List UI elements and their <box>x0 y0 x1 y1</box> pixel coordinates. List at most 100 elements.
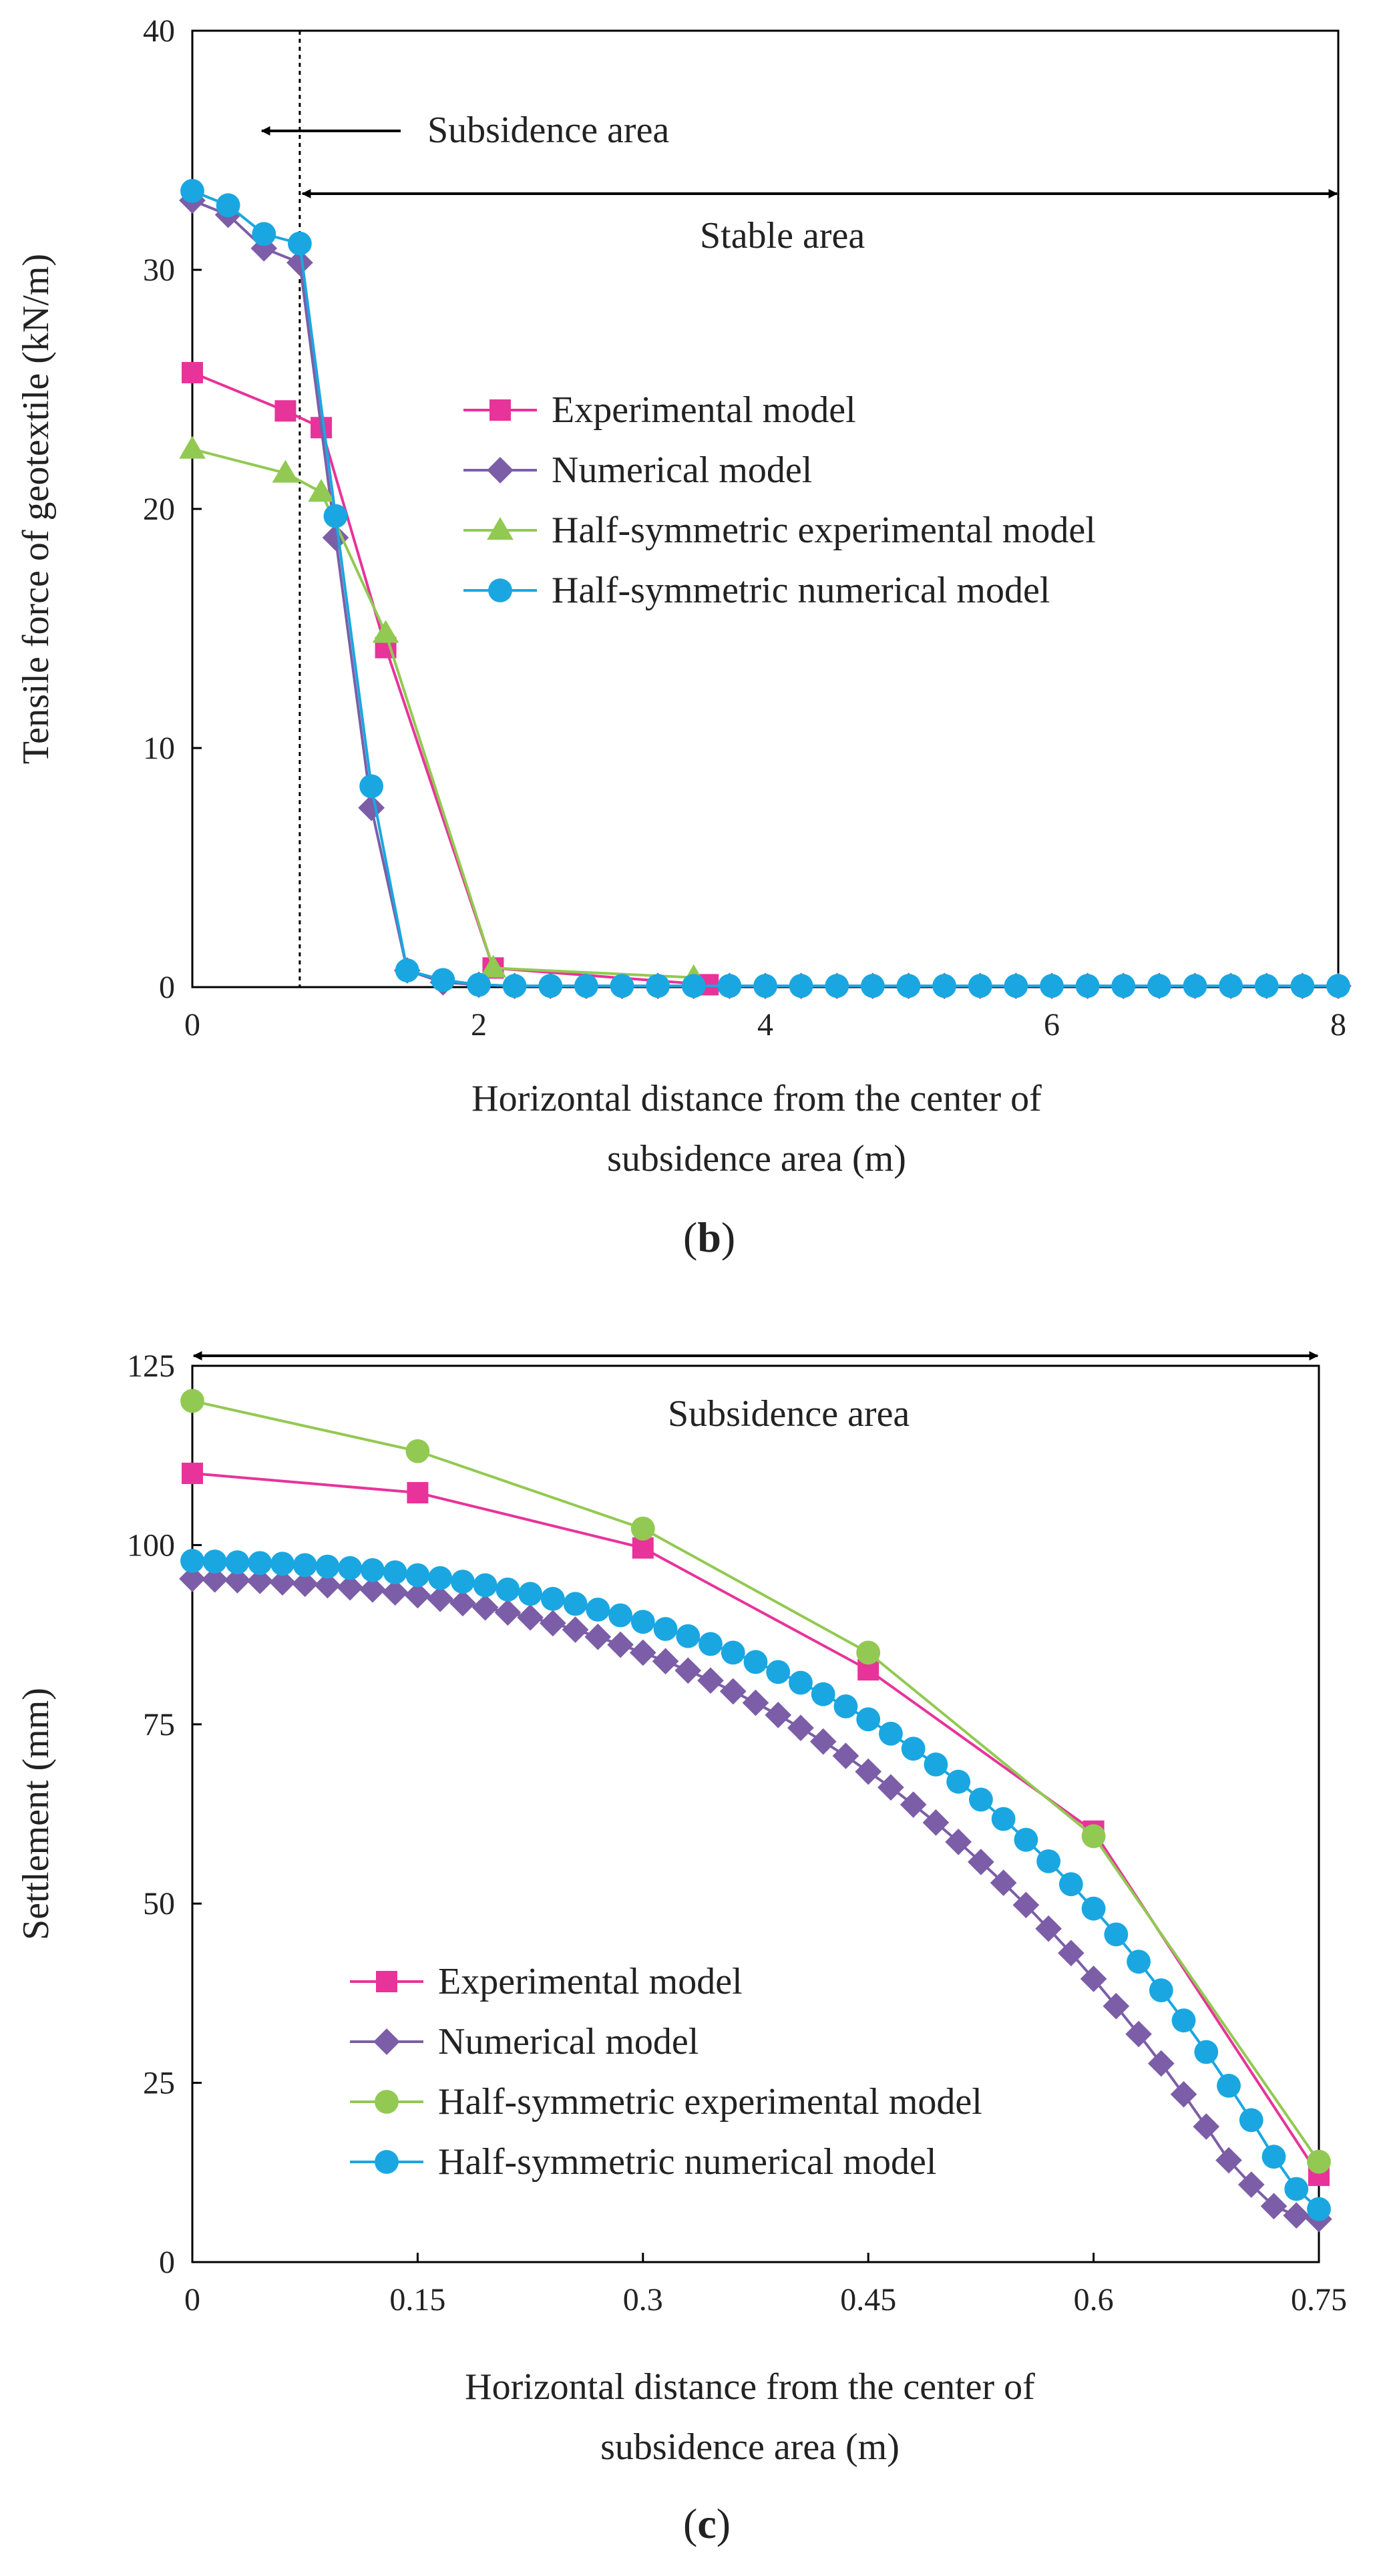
data-point <box>1104 1922 1129 1947</box>
x-axis-title-b-line2: subsidence area (m) <box>607 1138 906 1179</box>
data-point <box>270 1551 294 1576</box>
data-point <box>1149 1978 1173 2003</box>
data-point <box>1307 2149 1331 2174</box>
series-line <box>192 1472 1320 2177</box>
data-point <box>179 435 206 459</box>
data-point <box>742 1689 769 1716</box>
data-point <box>467 972 491 997</box>
data-point <box>395 958 419 982</box>
series-line <box>192 1399 1320 2163</box>
data-point <box>381 1579 409 1606</box>
y-tick-label: 100 <box>127 1527 175 1563</box>
data-point <box>405 1439 430 1463</box>
data-point <box>1261 2145 1286 2169</box>
series-half-symmetric-numerical-model <box>180 1549 1331 2221</box>
panel-label-letter: c <box>697 2500 716 2547</box>
stable-area-annotation: Stable area <box>700 215 865 256</box>
y-tick-label: 0 <box>159 2245 175 2280</box>
data-point <box>630 1610 655 1634</box>
data-point <box>681 974 706 998</box>
legend-item-numerical: Numerical model <box>350 2021 699 2062</box>
data-point <box>450 1570 475 1594</box>
legend-marker <box>375 2150 399 2174</box>
data-point <box>272 459 299 483</box>
data-point <box>308 479 335 502</box>
data-point <box>586 1598 610 1622</box>
data-point <box>407 1482 429 1504</box>
y-tick-label: 75 <box>143 1707 175 1742</box>
legend-marker <box>487 457 514 484</box>
data-point <box>1170 2080 1197 2108</box>
data-point <box>990 1869 1017 1896</box>
data-point <box>404 1582 431 1609</box>
series-group-b <box>179 178 1352 1000</box>
data-point <box>924 1753 948 1777</box>
data-point <box>717 974 742 998</box>
data-point <box>479 954 507 978</box>
panel-label-c: (c) <box>683 2500 731 2547</box>
chart-panel-c: 0 25 50 75 100 125 0 0.15 0.3 0.45 0.6 0.75 Subsid… <box>15 1348 1347 2547</box>
y-tick-label: 25 <box>143 2066 175 2101</box>
x-tick-label: 0 <box>184 1007 200 1043</box>
data-point <box>1239 2108 1263 2133</box>
data-point <box>584 1623 612 1650</box>
data-point <box>632 1537 654 1559</box>
data-point <box>766 1660 791 1684</box>
data-point <box>502 974 527 998</box>
x-tick-label: 6 <box>1044 1007 1060 1043</box>
data-point <box>1004 974 1028 998</box>
y-tick-label: 125 <box>127 1348 175 1384</box>
legend-item-experimental: Experimental model <box>463 389 856 431</box>
data-point <box>699 1632 723 1656</box>
data-point <box>1217 2073 1241 2098</box>
data-point <box>1080 1966 1107 1992</box>
data-point <box>179 1566 206 1592</box>
y-tick-label: 20 <box>143 492 175 527</box>
data-point <box>1040 974 1064 998</box>
data-point <box>322 524 349 551</box>
data-point <box>182 361 203 383</box>
data-point <box>1036 1849 1061 1873</box>
x-axis-title-b-line1: Horizontal distance from the center of <box>471 1078 1042 1119</box>
y-tick-label: 50 <box>143 1886 175 1921</box>
data-point <box>610 974 634 998</box>
data-point <box>337 1574 364 1601</box>
data-point <box>1147 974 1171 998</box>
series-half-symmetric-numerical-model <box>180 178 1350 998</box>
y-tick-label: 30 <box>143 252 175 288</box>
data-point <box>540 1610 566 1637</box>
legend-label: Half-symmetric numerical model <box>552 570 1050 611</box>
data-point <box>607 1631 634 1658</box>
legend-label: Half-symmetric experimental model <box>552 510 1096 551</box>
data-point <box>697 1667 724 1694</box>
subsidence-area-annotation-c: Subsidence area <box>668 1393 910 1435</box>
data-point <box>359 1576 386 1603</box>
y-axis-title-b: Tensile force of geotextile (kN/m) <box>15 254 57 764</box>
data-point <box>431 968 455 992</box>
data-point <box>1284 2177 1309 2201</box>
data-point <box>1254 974 1279 998</box>
data-point <box>471 1594 499 1621</box>
data-point <box>518 1582 543 1606</box>
panel-label-b: (b) <box>683 1214 735 1261</box>
legend-item-half-experimental: Half-symmetric experimental model <box>463 510 1096 551</box>
data-point <box>286 249 313 277</box>
data-point <box>1193 2113 1220 2140</box>
data-point <box>896 974 921 998</box>
y-tick-label: 40 <box>143 13 175 49</box>
data-point <box>562 1616 589 1643</box>
data-point <box>719 1678 747 1705</box>
legend-marker <box>373 2028 400 2055</box>
legend-marker <box>487 517 514 540</box>
legend-label: Half-symmetric experimental model <box>438 2081 982 2123</box>
panel-label-close: ) <box>721 1214 735 1261</box>
data-point <box>946 1769 971 1794</box>
data-point <box>856 1640 881 1665</box>
data-point <box>225 1550 250 1575</box>
data-point <box>180 178 204 203</box>
data-point <box>1260 2193 1288 2220</box>
data-point <box>246 1568 274 1594</box>
data-point <box>361 1558 385 1582</box>
y-tick-label: 10 <box>143 731 175 766</box>
data-point <box>743 1650 768 1674</box>
